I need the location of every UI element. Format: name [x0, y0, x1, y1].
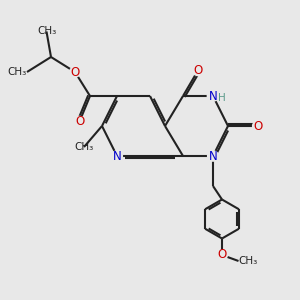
Text: O: O [70, 65, 80, 79]
Ellipse shape [74, 116, 85, 127]
Text: N: N [208, 89, 217, 103]
Text: O: O [218, 248, 226, 262]
Text: O: O [194, 64, 202, 77]
Ellipse shape [208, 151, 218, 161]
Text: H: H [218, 93, 226, 103]
Text: CH₃: CH₃ [8, 67, 27, 77]
Ellipse shape [253, 121, 263, 131]
Ellipse shape [112, 151, 122, 161]
Text: CH₃: CH₃ [74, 142, 94, 152]
Ellipse shape [217, 250, 227, 260]
Text: O: O [75, 115, 84, 128]
Ellipse shape [207, 91, 219, 101]
Ellipse shape [70, 67, 80, 77]
Text: CH₃: CH₃ [238, 256, 258, 266]
Text: O: O [254, 119, 262, 133]
Text: N: N [208, 149, 217, 163]
Text: CH₃: CH₃ [37, 26, 56, 37]
Ellipse shape [193, 65, 203, 76]
Text: N: N [112, 149, 122, 163]
